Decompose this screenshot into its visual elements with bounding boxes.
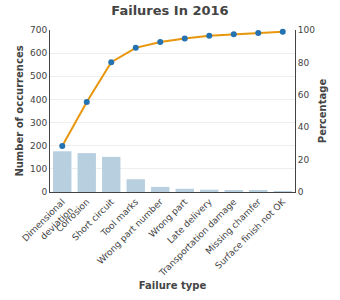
svg-text:Percentage: Percentage: [317, 79, 328, 144]
svg-text:Short circuit: Short circuit: [70, 196, 116, 242]
svg-text:Late delivery: Late delivery: [165, 196, 214, 245]
svg-text:100: 100: [30, 164, 47, 174]
svg-text:Wrong part: Wrong part: [147, 197, 190, 240]
svg-text:200: 200: [30, 141, 47, 151]
svg-text:Tool marks: Tool marks: [98, 197, 140, 239]
svg-text:Number of occurrences: Number of occurrences: [14, 45, 25, 176]
svg-text:300: 300: [30, 118, 47, 128]
svg-text:40: 40: [298, 122, 310, 132]
svg-text:Corrosion: Corrosion: [54, 197, 91, 234]
svg-text:600: 600: [30, 48, 47, 58]
svg-text:0: 0: [298, 187, 304, 197]
svg-text:400: 400: [30, 95, 47, 105]
svg-text:700: 700: [30, 25, 47, 35]
svg-text:Failures In 2016: Failures In 2016: [111, 3, 228, 18]
svg-text:80: 80: [298, 58, 310, 68]
svg-text:Wrong part number: Wrong part number: [95, 197, 165, 267]
svg-text:60: 60: [298, 90, 310, 100]
svg-text:20: 20: [298, 155, 310, 165]
svg-text:Dimensionaldeviation: Dimensionaldeviation: [20, 197, 75, 252]
svg-text:Missing chamfer: Missing chamfer: [204, 197, 263, 256]
svg-text:100: 100: [298, 25, 315, 35]
svg-text:500: 500: [30, 71, 47, 81]
svg-text:Transportation damage: Transportation damage: [157, 196, 239, 278]
svg-text:Failure type: Failure type: [139, 280, 207, 291]
svg-text:Surface finish not OK: Surface finish not OK: [213, 196, 288, 271]
svg-text:0: 0: [41, 187, 47, 197]
